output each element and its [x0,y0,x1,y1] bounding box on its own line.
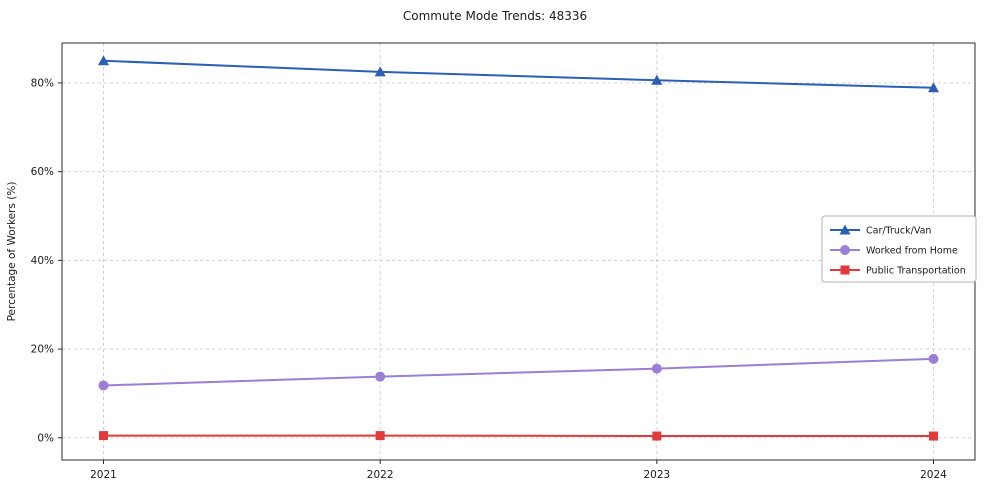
x-tick-label: 2023 [643,469,670,481]
y-tick-label: 20% [31,344,54,356]
series-line-car-truck-van [102,59,935,89]
y-tick-label: 40% [31,255,54,267]
y-axis-label: Percentage of Workers (%) [6,182,18,322]
marker-worked-from-home [928,353,939,364]
legend-label-car-truck-van: Car/Truck/Van [866,226,931,237]
marker-car-truck-van [374,66,386,77]
y-tick-label: 80% [31,77,54,89]
series-line-worked-from-home [102,357,935,387]
marker-car-truck-van [651,74,663,85]
marker-worked-from-home [375,371,386,382]
legend-label-public-transportation: Public Transportation [866,266,966,277]
legend-swatch-circle-icon [840,245,850,255]
x-tick-label: 2022 [367,469,394,481]
x-tick-label: 2024 [920,469,947,481]
legend-swatch-triangle-icon [839,224,851,235]
marker-public-transportation [99,431,108,441]
marker-public-transportation [375,431,385,441]
legend-label-worked-from-home: Worked from Home [866,246,958,257]
y-tick-label: 60% [31,166,54,178]
marker-car-truck-van [98,55,109,66]
legend-box [821,215,977,283]
x-tick-label: 2021 [90,469,117,481]
marker-public-transportation [929,431,938,441]
legend-swatch-square-icon [840,265,850,275]
y-tick-label: 0% [37,432,54,444]
chart-title: Commute Mode Trends: 48336 [402,9,588,23]
marker-worked-from-home [651,363,662,374]
marker-car-truck-van [928,82,939,93]
marker-public-transportation [652,431,662,441]
marker-worked-from-home [98,380,109,391]
